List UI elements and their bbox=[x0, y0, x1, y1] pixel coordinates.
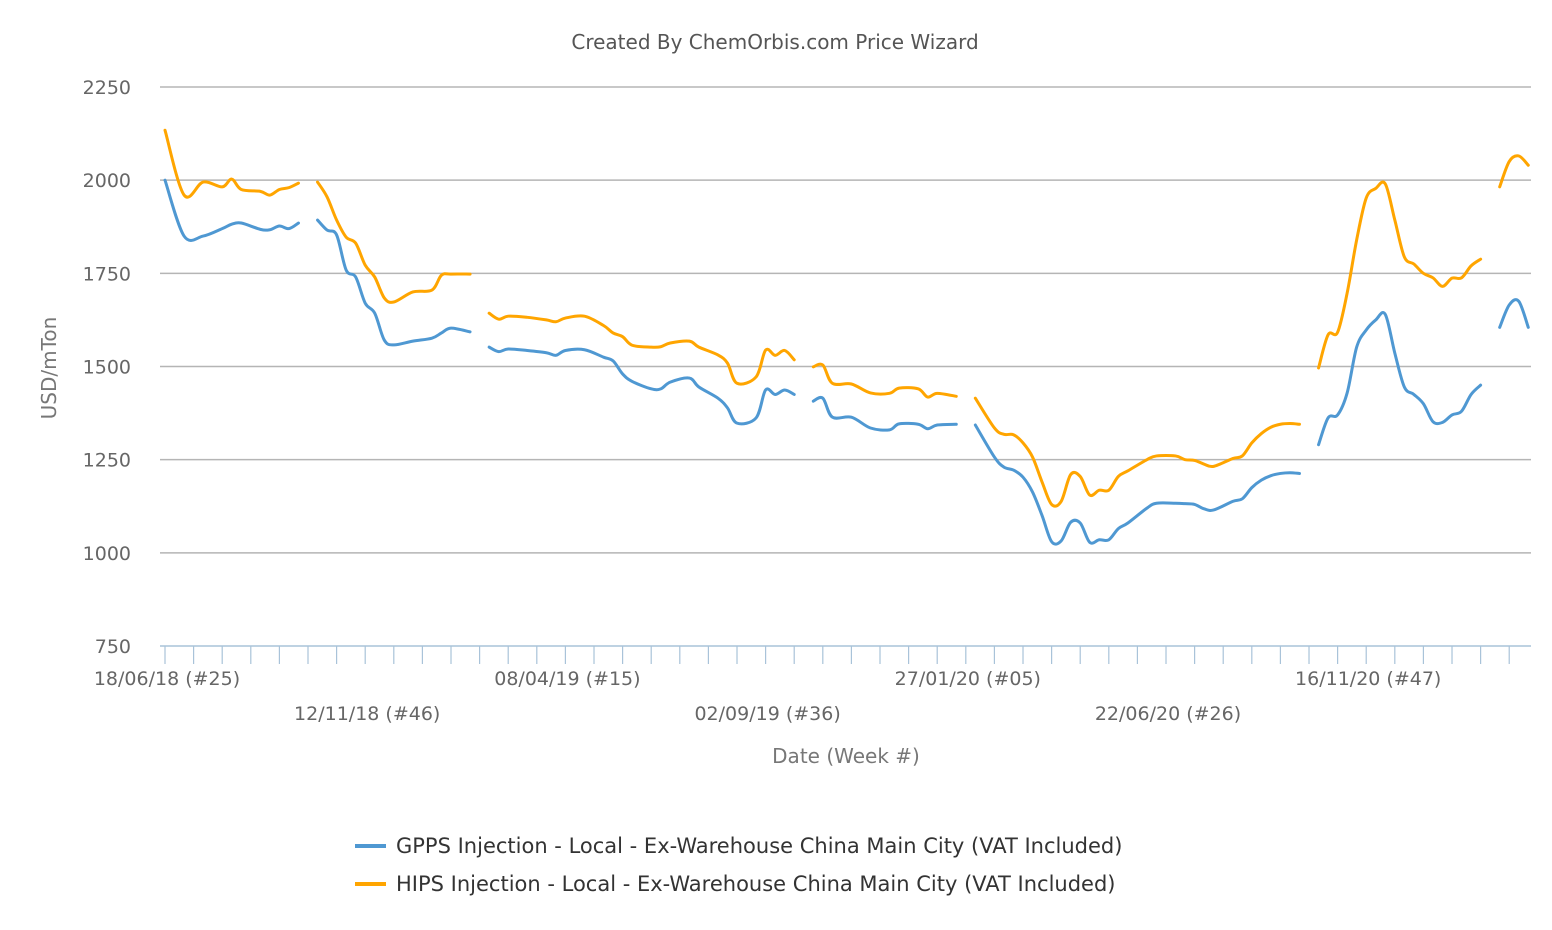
series-lines bbox=[163, 128, 1530, 546]
legend: GPPS Injection - Local - Ex-Warehouse Ch… bbox=[355, 834, 1122, 896]
series-hips bbox=[163, 128, 1530, 508]
x-axis-tick-labels: 18/06/18 (#25) 12/11/18 (#46) 08/04/19 (#1… bbox=[94, 668, 1442, 725]
chart-title: Created By ChemOrbis.com Price Wizard bbox=[571, 30, 978, 54]
x-tick-label: 08/04/19 (#15) bbox=[494, 668, 640, 690]
series-line-segment bbox=[1317, 180, 1483, 370]
series-line-segment bbox=[973, 423, 1301, 546]
series-line-segment bbox=[973, 396, 1301, 508]
legend-item-gpps[interactable]: GPPS Injection - Local - Ex-Warehouse Ch… bbox=[355, 834, 1122, 858]
series-line-segment bbox=[487, 311, 796, 386]
y-tick-label: 1500 bbox=[83, 357, 131, 379]
y-tick-label: 1000 bbox=[83, 543, 131, 565]
series-line-segment bbox=[811, 395, 958, 432]
series-line-segment bbox=[811, 362, 958, 399]
x-tick-label: 02/09/19 (#36) bbox=[694, 703, 840, 725]
x-axis-title: Date (Week #) bbox=[772, 744, 920, 768]
series-line-segment bbox=[1498, 298, 1530, 329]
series-gpps bbox=[163, 178, 1530, 546]
series-line-segment bbox=[316, 180, 472, 304]
x-axis bbox=[160, 645, 1531, 664]
x-tick-label: 16/11/20 (#47) bbox=[1295, 668, 1441, 690]
gridlines bbox=[160, 86, 1531, 554]
y-tick-label: 2000 bbox=[83, 170, 131, 192]
legend-label-hips: HIPS Injection - Local - Ex-Warehouse Ch… bbox=[396, 872, 1116, 896]
series-line-segment bbox=[1498, 154, 1530, 189]
x-tick-label: 18/06/18 (#25) bbox=[94, 668, 240, 690]
series-line-segment bbox=[1317, 311, 1483, 447]
series-line-segment bbox=[163, 128, 300, 199]
y-tick-label: 1250 bbox=[83, 450, 131, 472]
x-tick-label: 27/01/20 (#05) bbox=[895, 668, 1041, 690]
y-tick-label: 1750 bbox=[83, 263, 131, 285]
series-line-segment bbox=[163, 178, 300, 242]
y-tick-label: 2250 bbox=[83, 77, 131, 99]
y-axis-title: USD/mTon bbox=[37, 317, 61, 420]
legend-item-hips[interactable]: HIPS Injection - Local - Ex-Warehouse Ch… bbox=[355, 872, 1116, 896]
series-line-segment bbox=[487, 345, 796, 426]
x-tick-label: 12/11/18 (#46) bbox=[294, 703, 440, 725]
y-tick-label: 750 bbox=[95, 636, 131, 658]
x-tick-label: 22/06/20 (#26) bbox=[1095, 703, 1241, 725]
y-axis-ticks: 750 1000 1250 1500 1750 2000 2250 bbox=[83, 77, 131, 658]
series-line-segment bbox=[316, 218, 472, 347]
legend-label-gpps: GPPS Injection - Local - Ex-Warehouse Ch… bbox=[396, 834, 1122, 858]
